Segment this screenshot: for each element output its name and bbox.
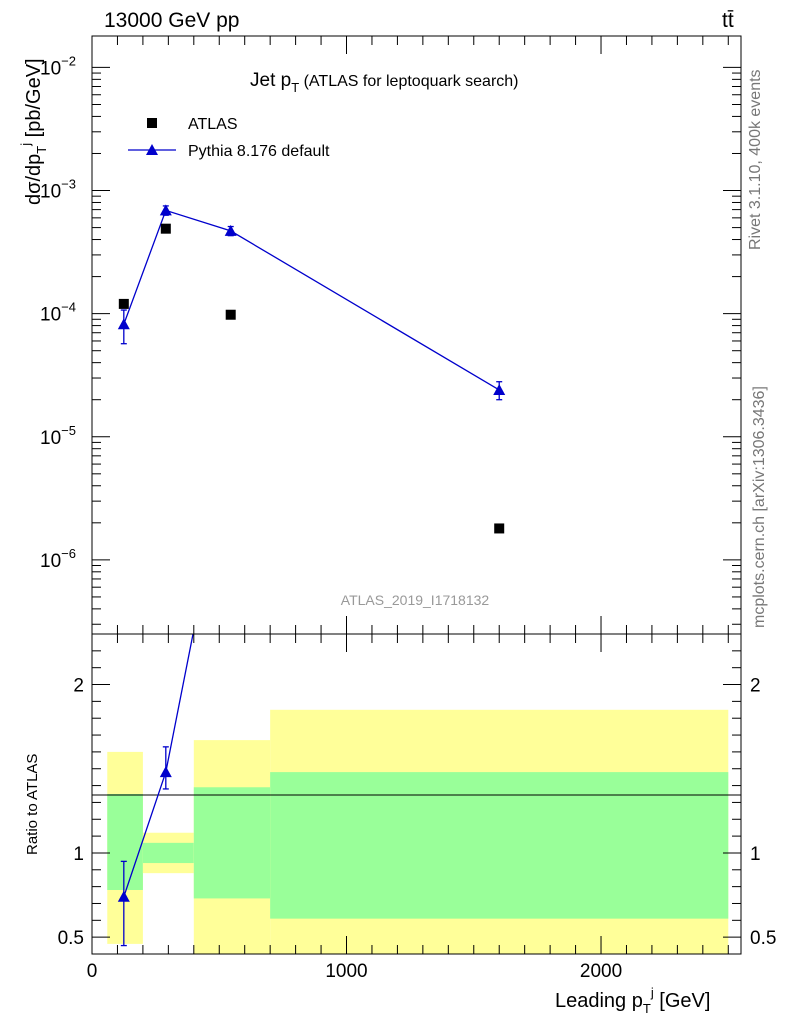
ratio-band-inner [193, 787, 271, 899]
legend-pythia-label: Pythia 8.176 default [188, 143, 330, 160]
pythia-line [123, 209, 500, 391]
x-axis-label: Leading pTj [GeV] [555, 985, 710, 1016]
main-y-tick-label: 10−4 [40, 300, 76, 326]
rivet-label: Rivet 3.1.10, 400k events [747, 69, 764, 250]
ratio-y-tick-label-left: 0.5 [58, 928, 84, 949]
x-tick-label: 2000 [580, 961, 622, 982]
main-y-tick-label: 10−3 [40, 177, 76, 203]
main-y-ticks: 10−2 10−3 10−4 10−5 10−6 [40, 36, 741, 634]
ratio-band-inner [270, 772, 729, 919]
ratio-pythia-point [117, 890, 130, 902]
plot-title: Jet pT (ATLAS for leptoquark search) [250, 70, 519, 95]
ratio-band-inner [142, 842, 194, 864]
ratio-pythia-point [159, 766, 172, 778]
plot-title-main: Jet p [250, 70, 291, 91]
atlas-point [494, 523, 505, 534]
main-y-tick-label: 10−2 [40, 53, 76, 79]
plot-title-rest: (ATLAS for leptoquark search) [299, 73, 518, 90]
ratio-y-label: Ratio to ATLAS [24, 754, 41, 855]
legend-atlas-label: ATLAS [188, 116, 238, 133]
ratio-y-ticks: 0.5 0.5 1 1 2 2 [58, 650, 776, 949]
ratio-band-inner [107, 794, 143, 890]
main-y-label: dσ/dpTj [pb/GeV] [18, 58, 49, 205]
main-panel: 10−2 10−3 10−4 10−5 10−6 Jet pT (ATLAS for l… [40, 35, 742, 635]
atlas-point [160, 223, 171, 234]
ratio-y-tick-label-right: 0.5 [750, 928, 776, 949]
ratio-panel-frame [91, 633, 742, 955]
legend-atlas-marker [147, 118, 157, 128]
atlas-point [118, 298, 129, 309]
main-y-tick-label: 10−6 [40, 546, 76, 572]
ratio-x-ticks: 0 1000 2000 [87, 634, 729, 982]
pythia-point [493, 383, 506, 395]
ratio-series [117, 633, 194, 947]
watermark: ATLAS_2019_I1718132 [341, 592, 490, 608]
legend: ATLAS Pythia 8.176 default [128, 116, 330, 160]
pythia-point [117, 318, 130, 330]
plot-title-sub: T [291, 80, 299, 95]
x-tick-label: 0 [87, 961, 98, 982]
ratio-y-tick-label-left: 1 [73, 844, 84, 865]
energy-label: 13000 GeV pp [104, 9, 239, 32]
main-y-tick-label: 10−5 [40, 423, 76, 449]
mcplots-label: mcplots.cern.ch [arXiv:1306.3436] [751, 386, 768, 628]
pythia-point [159, 204, 172, 216]
x-tick-label: 1000 [325, 961, 367, 982]
ratio-y-tick-label-right: 1 [750, 844, 761, 865]
process-label: tt̄ [722, 9, 734, 32]
ratio-panel: 0.5 0.5 1 1 2 2 0 1000 2000 [58, 633, 776, 982]
ratio-bands [107, 709, 729, 954]
atlas-point [225, 309, 236, 320]
ratio-y-tick-label-right: 2 [750, 676, 761, 697]
ratio-y-tick-label-left: 2 [73, 676, 84, 697]
legend-pythia-marker [146, 144, 158, 155]
main-series [117, 204, 506, 534]
pythia-point [224, 224, 237, 236]
